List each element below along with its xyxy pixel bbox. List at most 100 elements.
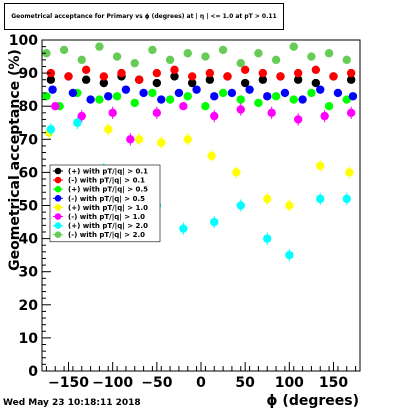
y-tick-label: 70 [19, 132, 39, 148]
data-point [254, 98, 263, 108]
legend-marker [54, 167, 62, 175]
series-1 [46, 72, 356, 88]
data-point [187, 78, 197, 88]
legend-marker [54, 204, 62, 211]
data-point [148, 45, 157, 55]
data-point [112, 92, 122, 101]
data-point [236, 105, 245, 114]
x-axis-label: ϕ (degrees) [266, 393, 359, 409]
data-point [99, 72, 109, 81]
data-point [307, 88, 316, 98]
data-point [218, 88, 228, 98]
y-tick-label: 50 [19, 199, 39, 215]
legend-label: (+) with pT/|q| > 1.0 [68, 204, 148, 213]
data-point [201, 52, 210, 61]
data-point [148, 88, 157, 98]
y-tick-label: 20 [19, 298, 39, 314]
data-point [258, 68, 268, 78]
data-point [121, 85, 131, 94]
legend-label: (+) with pT/|q| > 0.1 [68, 168, 148, 177]
data-point [48, 85, 57, 94]
legend-entry: (-) with pT/|q| > 1.0 [53, 213, 145, 222]
data-point [320, 111, 329, 121]
data-point [236, 201, 245, 210]
data-point [108, 108, 117, 118]
legend-entry: (+) with pT/|q| > 2.0 [53, 222, 148, 231]
data-point [183, 92, 192, 101]
data-point [126, 135, 135, 144]
data-point [210, 111, 219, 121]
data-point [99, 78, 109, 88]
data-point [183, 135, 192, 144]
y-tick-label: 0 [28, 364, 38, 380]
title-box: Geometrical acceptance for Primary vs ϕ … [4, 3, 284, 30]
axis-ticks-layer: −150 −100 −50 0 50 100 150 0 10 20 30 40 50 60 70 80 90 1… [9, 33, 357, 391]
legend-label: (-) with pT/|q| > 0.1 [68, 177, 145, 186]
y-tick-label: 40 [19, 232, 39, 248]
data-point [68, 88, 78, 98]
data-point [289, 42, 298, 51]
data-point [183, 49, 192, 58]
x-tick-label: 50 [235, 375, 255, 391]
data-point [157, 138, 166, 147]
data-point [174, 88, 184, 98]
data-point [316, 85, 325, 94]
data-point [59, 45, 69, 55]
data-point [152, 108, 162, 118]
legend-marker [54, 213, 62, 220]
x-tick-label: 150 [319, 375, 348, 391]
data-points-layer [42, 42, 358, 262]
data-point [51, 102, 60, 111]
data-point [210, 92, 219, 101]
data-point [267, 108, 276, 118]
data-point [73, 118, 82, 127]
x-tick-label: −100 [92, 375, 133, 391]
data-point [240, 78, 250, 88]
legend-entry: (+) with pT/|q| > 0.5 [53, 186, 148, 195]
data-point [298, 95, 307, 104]
data-point [207, 151, 216, 161]
y-tick-label: 90 [19, 66, 39, 82]
series-2 [46, 65, 356, 84]
data-point [263, 234, 272, 243]
data-point [289, 95, 298, 104]
data-point [240, 65, 250, 74]
data-point [271, 55, 281, 65]
series-8 [42, 42, 351, 68]
legend-entry: (-) with pT/|q| > 2.0 [53, 231, 145, 240]
data-point [271, 92, 281, 101]
x-tick-label: −150 [48, 375, 89, 391]
data-point [285, 250, 294, 260]
data-point [329, 72, 338, 81]
legend-entry: (+) with pT/|q| > 0.1 [53, 168, 148, 177]
y-tick-label: 10 [19, 331, 39, 347]
data-point [205, 75, 215, 84]
series-5 [44, 116, 354, 212]
data-point [311, 65, 321, 74]
data-point [324, 102, 334, 111]
data-point [117, 68, 126, 78]
data-point [348, 92, 358, 101]
data-point [346, 108, 356, 118]
data-point [263, 92, 272, 101]
data-point [285, 201, 294, 210]
y-tick-label: 80 [19, 99, 39, 115]
legend-entry: (-) with pT/|q| > 0.1 [53, 177, 145, 186]
data-point [342, 55, 351, 65]
data-point [46, 75, 56, 84]
data-point [293, 75, 303, 84]
data-point [293, 68, 303, 78]
data-point [333, 88, 343, 98]
x-tick-label: −50 [141, 375, 172, 391]
legend-entry: (+) with pT/|q| > 1.0 [53, 204, 148, 213]
data-point [134, 75, 144, 84]
legend-label: (-) with pT/|q| > 1.0 [68, 213, 145, 222]
data-point [86, 95, 95, 104]
data-point [276, 72, 285, 81]
data-point [187, 72, 197, 81]
data-point [254, 49, 263, 58]
legend-marker [54, 185, 62, 193]
data-point [46, 125, 56, 134]
data-point [179, 224, 188, 233]
data-point [316, 194, 325, 204]
